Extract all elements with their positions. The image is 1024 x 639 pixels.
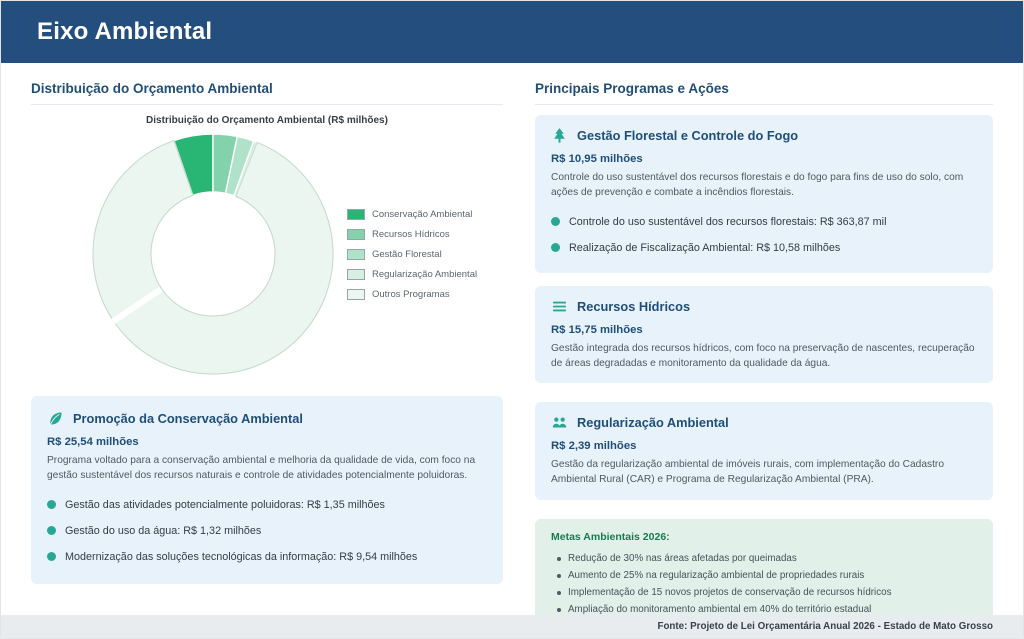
card-metas-ambientais: Metas Ambientais 2026: Redução de 30% na…	[535, 518, 993, 630]
card-amount: R$ 2,39 milhões	[551, 440, 637, 453]
bullet-dot-icon	[551, 243, 560, 253]
card-promocao-conservacao: Promoção da Conservação Ambiental R$ 25,…	[31, 396, 503, 584]
goal-dot-icon	[557, 573, 561, 578]
legend-label: Gestão Florestal	[372, 248, 442, 260]
bullet-text: Modernização das soluções tecnológicas d…	[65, 550, 418, 563]
goal-text: Aumento de 25% na regularização ambienta…	[568, 569, 865, 581]
donut-chart	[92, 133, 334, 375]
bullet-text: Gestão das atividades potencialmente pol…	[65, 498, 385, 511]
donut-segment-4	[92, 139, 334, 375]
goal-dot-icon	[557, 556, 561, 561]
people-group-icon	[552, 417, 567, 428]
left-section-title: Distribuição do Orçamento Ambiental	[31, 81, 503, 105]
bullet-text: Controle do uso sustentável dos recursos…	[569, 215, 887, 228]
card-head: Gestão Florestal e Controle do Fogo	[551, 127, 977, 144]
main-content: Distribuição do Orçamento Ambiental Dist…	[1, 63, 1023, 630]
goals-title: Metas Ambientais 2026:	[551, 530, 670, 543]
card-bullet-list: Controle do uso sustentável dos recursos…	[551, 209, 977, 261]
legend-label: Conservação Ambiental	[372, 208, 473, 220]
legend-item-gestao-florestal: Gestão Florestal	[347, 248, 477, 260]
bullet-text: Gestão do uso da água: R$ 1,32 milhões	[65, 524, 262, 537]
card-description: Programa voltado para a conservação ambi…	[47, 455, 476, 482]
goal-dot-icon	[557, 590, 561, 595]
card-gestao-florestal: Gestão Florestal e Controle do Fogo R$ 1…	[535, 115, 993, 273]
budget-chart-block: Distribuição do Orçamento Ambiental (R$ …	[31, 115, 503, 382]
card-title: Regularização Ambiental	[577, 415, 729, 431]
card-regularizacao-ambiental: Regularização Ambiental R$ 2,39 milhões …	[535, 402, 993, 500]
tree-icon	[554, 128, 565, 143]
right-section-title: Principais Programas e Ações	[535, 81, 993, 105]
legend-swatch	[347, 268, 365, 280]
leaf-icon	[50, 412, 62, 425]
card-head: Recursos Hídricos	[551, 298, 977, 315]
goal-item: Redução de 30% nas áreas afetadas por qu…	[551, 550, 977, 567]
goal-text: Implementação de 15 novos projetos de co…	[568, 586, 892, 598]
legend-label: Outros Programas	[372, 288, 450, 300]
goal-text: Redução de 30% nas áreas afetadas por qu…	[568, 552, 797, 564]
legend-swatch	[347, 288, 365, 300]
goal-item: Aumento de 25% na regularização ambienta…	[551, 567, 977, 584]
bullet-dot-icon	[551, 217, 560, 227]
card-amount: R$ 10,95 milhões	[551, 153, 643, 165]
left-column: Distribuição do Orçamento Ambiental Dist…	[31, 81, 503, 615]
card-description: Controle do uso sustentável dos recursos…	[551, 172, 964, 199]
legend-swatch	[347, 248, 365, 260]
bullet-item: Gestão do uso da água: R$ 1,32 milhões	[47, 518, 487, 544]
legend-item-regularizacao: Regularização Ambiental	[347, 268, 478, 280]
legend-swatch	[347, 208, 365, 220]
legend-item-outros: Outros Programas	[347, 288, 477, 300]
bullet-dot-icon	[47, 552, 56, 562]
chart-legend: Conservação Ambiental Recursos Hídricos …	[347, 208, 478, 300]
card-description: Gestão integrada dos recursos hídricos, …	[551, 342, 975, 369]
right-column: Principais Programas e Ações Gestão Flor…	[535, 81, 993, 630]
card-title: Gestão Florestal e Controle do Fogo	[577, 128, 799, 143]
legend-swatch	[347, 228, 365, 240]
card-head: Regularização Ambiental	[551, 414, 977, 431]
goals-list: Redução de 30% nas áreas afetadas por qu…	[551, 550, 977, 618]
bullet-text: Realização de Fiscalização Ambiental: R$…	[569, 241, 841, 254]
legend-item-recursos-hidricos: Recursos Hídricos	[347, 228, 477, 240]
goal-dot-icon	[557, 607, 561, 612]
chart-body: Conservação Ambiental Recursos Hídricos …	[31, 126, 503, 382]
goal-item: Ampliação do monitoramento ambiental em …	[551, 601, 977, 618]
card-description: Gestão da regularização ambiental de imó…	[551, 459, 944, 486]
card-bullet-list: Gestão das atividades potencialmente pol…	[47, 492, 487, 570]
chart-title: Distribuição do Orçamento Ambiental (R$ …	[146, 115, 388, 126]
page-title: Eixo Ambiental	[37, 18, 213, 45]
bullet-dot-icon	[47, 526, 56, 536]
bullet-item: Controle do uso sustentável dos recursos…	[551, 209, 977, 235]
legend-item-conservacao: Conservação Ambiental	[347, 208, 477, 220]
legend-label: Recursos Hídricos	[372, 228, 450, 240]
card-amount: R$ 25,54 milhões	[47, 436, 139, 448]
card-amount: R$ 15,75 milhões	[551, 323, 643, 336]
footer: Fonte: Projeto de Lei Orçamentária Anual…	[1, 615, 1023, 638]
card-recursos-hidricos: Recursos Hídricos R$ 15,75 milhões Gestã…	[535, 285, 993, 384]
card-title: Recursos Hídricos	[577, 298, 691, 314]
bullet-item: Modernização das soluções tecnológicas d…	[47, 544, 487, 570]
card-head: Promoção da Conservação Ambiental	[47, 410, 487, 427]
water-lines-icon	[552, 301, 567, 311]
goal-text: Ampliação do monitoramento ambiental em …	[568, 603, 872, 615]
goal-item: Implementação de 15 novos projetos de co…	[551, 584, 977, 601]
header: Eixo Ambiental	[1, 1, 1023, 63]
card-title: Promoção da Conservação Ambiental	[73, 411, 303, 426]
bullet-item: Gestão das atividades potencialmente pol…	[47, 492, 487, 518]
bullet-dot-icon	[47, 500, 56, 510]
legend-label: Regularização Ambiental	[372, 268, 478, 280]
donut-gap	[110, 286, 163, 325]
bullet-item: Realização de Fiscalização Ambiental: R$…	[551, 235, 977, 261]
source-text: Fonte: Projeto de Lei Orçamentária Anual…	[657, 621, 993, 632]
